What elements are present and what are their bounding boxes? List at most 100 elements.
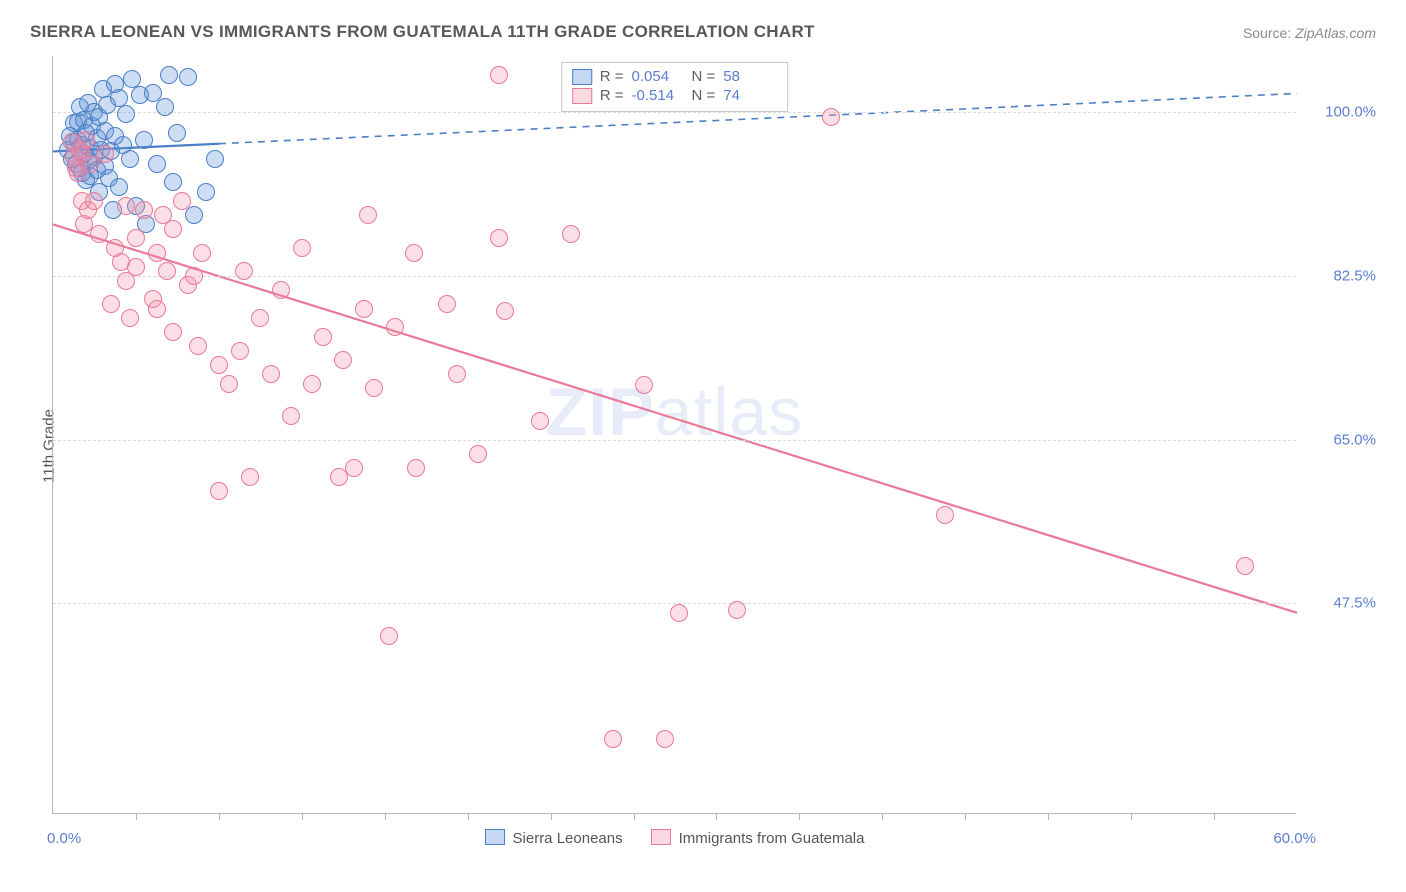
data-point — [380, 627, 398, 645]
legend-swatch — [651, 829, 671, 845]
legend-r-label: R = — [600, 87, 624, 104]
data-point — [345, 459, 363, 477]
data-point — [61, 127, 79, 145]
data-point — [102, 142, 120, 160]
trend-lines-layer — [53, 56, 1296, 813]
data-point — [670, 604, 688, 622]
data-point — [303, 375, 321, 393]
data-point — [77, 131, 95, 149]
data-point — [154, 206, 172, 224]
data-point — [75, 111, 93, 129]
data-point — [314, 328, 332, 346]
data-point — [531, 412, 549, 430]
data-point — [822, 108, 840, 126]
x-tick — [1048, 813, 1049, 820]
data-point — [110, 178, 128, 196]
data-point — [604, 730, 622, 748]
legend-n-value: 58 — [723, 68, 775, 85]
data-point — [231, 342, 249, 360]
y-tick-label: 65.0% — [1306, 431, 1376, 448]
gridline — [53, 603, 1296, 604]
series-legend-label: Immigrants from Guatemala — [679, 830, 865, 847]
data-point — [135, 131, 153, 149]
data-point — [79, 94, 97, 112]
data-point — [79, 152, 97, 170]
data-point — [81, 167, 99, 185]
x-tick — [551, 813, 552, 820]
gridline — [53, 440, 1296, 441]
data-point — [71, 98, 89, 116]
data-point — [448, 365, 466, 383]
data-point — [210, 482, 228, 500]
series-legend-item: Sierra Leoneans — [485, 829, 623, 847]
data-point — [197, 183, 215, 201]
x-tick — [799, 813, 800, 820]
x-tick — [965, 813, 966, 820]
data-point — [81, 155, 99, 173]
data-point — [75, 215, 93, 233]
data-point — [168, 124, 186, 142]
x-axis-max-label: 60.0% — [1273, 830, 1316, 847]
scatter-plot-area: ZIPatlas R =0.054N =58R =-0.514N =74 0.0… — [52, 56, 1296, 814]
data-point — [69, 164, 87, 182]
data-point — [88, 129, 106, 147]
x-axis-min-label: 0.0% — [47, 830, 81, 847]
data-point — [562, 225, 580, 243]
x-tick — [882, 813, 883, 820]
data-point — [88, 161, 106, 179]
source-label: Source: — [1243, 25, 1291, 41]
source-attribution: Source: ZipAtlas.com — [1243, 25, 1376, 41]
legend-swatch — [572, 88, 592, 104]
data-point — [90, 108, 108, 126]
data-point — [102, 295, 120, 313]
data-point — [179, 68, 197, 86]
data-point — [73, 164, 91, 182]
x-tick — [385, 813, 386, 820]
data-point — [90, 225, 108, 243]
data-point — [131, 86, 149, 104]
data-point — [85, 192, 103, 210]
data-point — [69, 131, 87, 149]
data-point — [127, 258, 145, 276]
data-point — [241, 468, 259, 486]
data-point — [148, 300, 166, 318]
data-point — [83, 117, 101, 135]
data-point — [144, 290, 162, 308]
data-point — [148, 244, 166, 262]
data-point — [90, 183, 108, 201]
data-point — [144, 84, 162, 102]
gridline — [53, 276, 1296, 277]
data-point — [156, 98, 174, 116]
data-point — [110, 89, 128, 107]
data-point — [96, 157, 114, 175]
x-tick — [634, 813, 635, 820]
data-point — [160, 66, 178, 84]
data-point — [85, 148, 103, 166]
legend-swatch — [572, 69, 592, 85]
data-point — [96, 122, 114, 140]
series-legend: Sierra Leoneans Immigrants from Guatemala — [485, 829, 865, 847]
data-point — [121, 309, 139, 327]
data-point — [185, 206, 203, 224]
trend-line-solid — [53, 144, 219, 152]
data-point — [193, 244, 211, 262]
data-point — [73, 192, 91, 210]
y-tick-label: 47.5% — [1306, 595, 1376, 612]
data-point — [100, 169, 118, 187]
watermark-bold: ZIP — [546, 374, 655, 450]
data-point — [81, 139, 99, 157]
data-point — [148, 155, 166, 173]
data-point — [77, 124, 95, 142]
data-point — [127, 229, 145, 247]
x-tick — [302, 813, 303, 820]
legend-n-label: N = — [692, 87, 716, 104]
data-point — [179, 276, 197, 294]
data-point — [104, 201, 122, 219]
legend-n-label: N = — [692, 68, 716, 85]
data-point — [71, 159, 89, 177]
source-value: ZipAtlas.com — [1295, 25, 1376, 41]
data-point — [106, 127, 124, 145]
data-point — [69, 113, 87, 131]
correlation-legend-row: R =0.054N =58 — [572, 67, 776, 86]
data-point — [635, 376, 653, 394]
